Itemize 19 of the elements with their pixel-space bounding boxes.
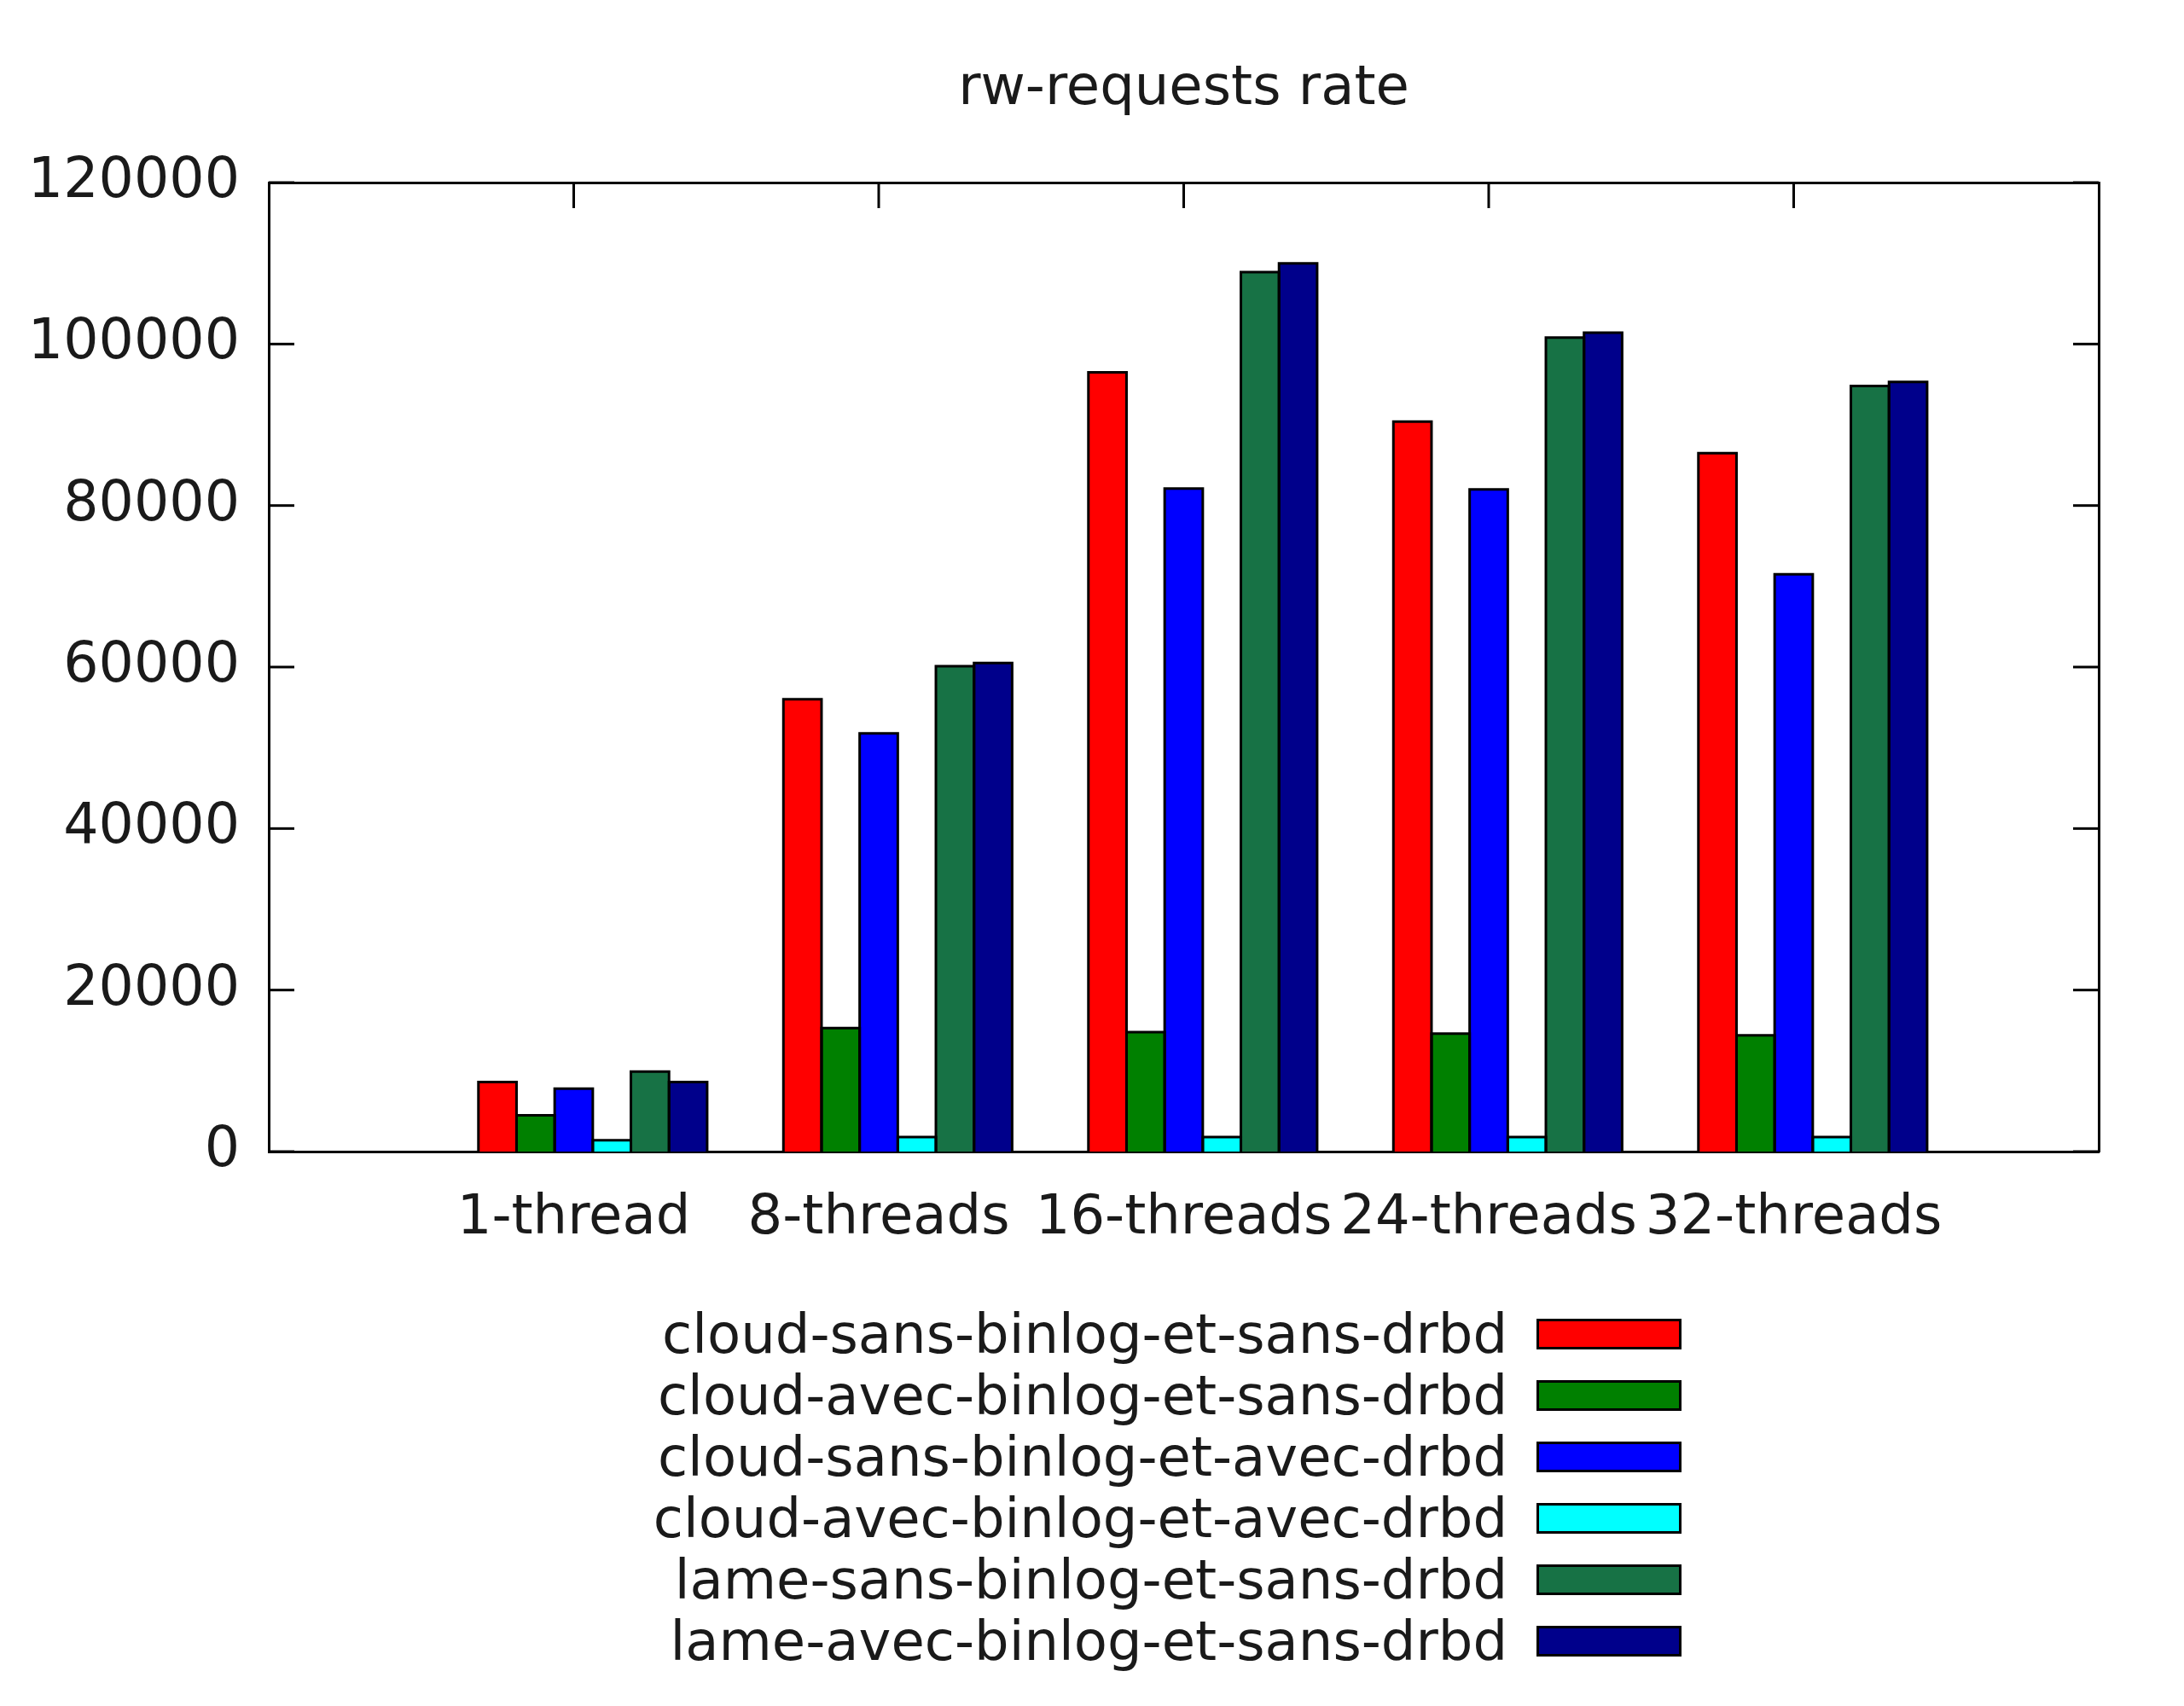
- x-tick-label: 16-threads: [1035, 1183, 1333, 1247]
- legend-label: lame-sans-binlog-et-sans-drbd: [674, 1548, 1507, 1611]
- x-tick-label: 32-threads: [1645, 1183, 1943, 1247]
- y-tick-label: 100000: [27, 307, 240, 372]
- chart-title: rw-requests rate: [958, 53, 1409, 117]
- y-tick-label: 80000: [63, 468, 240, 533]
- legend-label: cloud-avec-binlog-et-avec-drbd: [653, 1487, 1507, 1550]
- x-tick-label: 24-threads: [1340, 1183, 1637, 1247]
- legend-label: cloud-avec-binlog-et-sans-drbd: [657, 1364, 1507, 1427]
- y-tick-label: 20000: [63, 953, 240, 1018]
- x-tick-label: 8-threads: [747, 1183, 1010, 1247]
- legend-label: cloud-sans-binlog-et-avec-drbd: [657, 1425, 1507, 1488]
- y-tick-label: 0: [204, 1114, 240, 1179]
- y-tick-label: 40000: [63, 792, 240, 856]
- x-tick-label: 1-thread: [456, 1183, 691, 1247]
- y-tick-label: 120000: [27, 145, 240, 210]
- legend-label: cloud-sans-binlog-et-sans-drbd: [662, 1303, 1507, 1366]
- y-tick-label: 60000: [63, 630, 240, 694]
- legend-label: lame-avec-binlog-et-sans-drbd: [670, 1610, 1507, 1673]
